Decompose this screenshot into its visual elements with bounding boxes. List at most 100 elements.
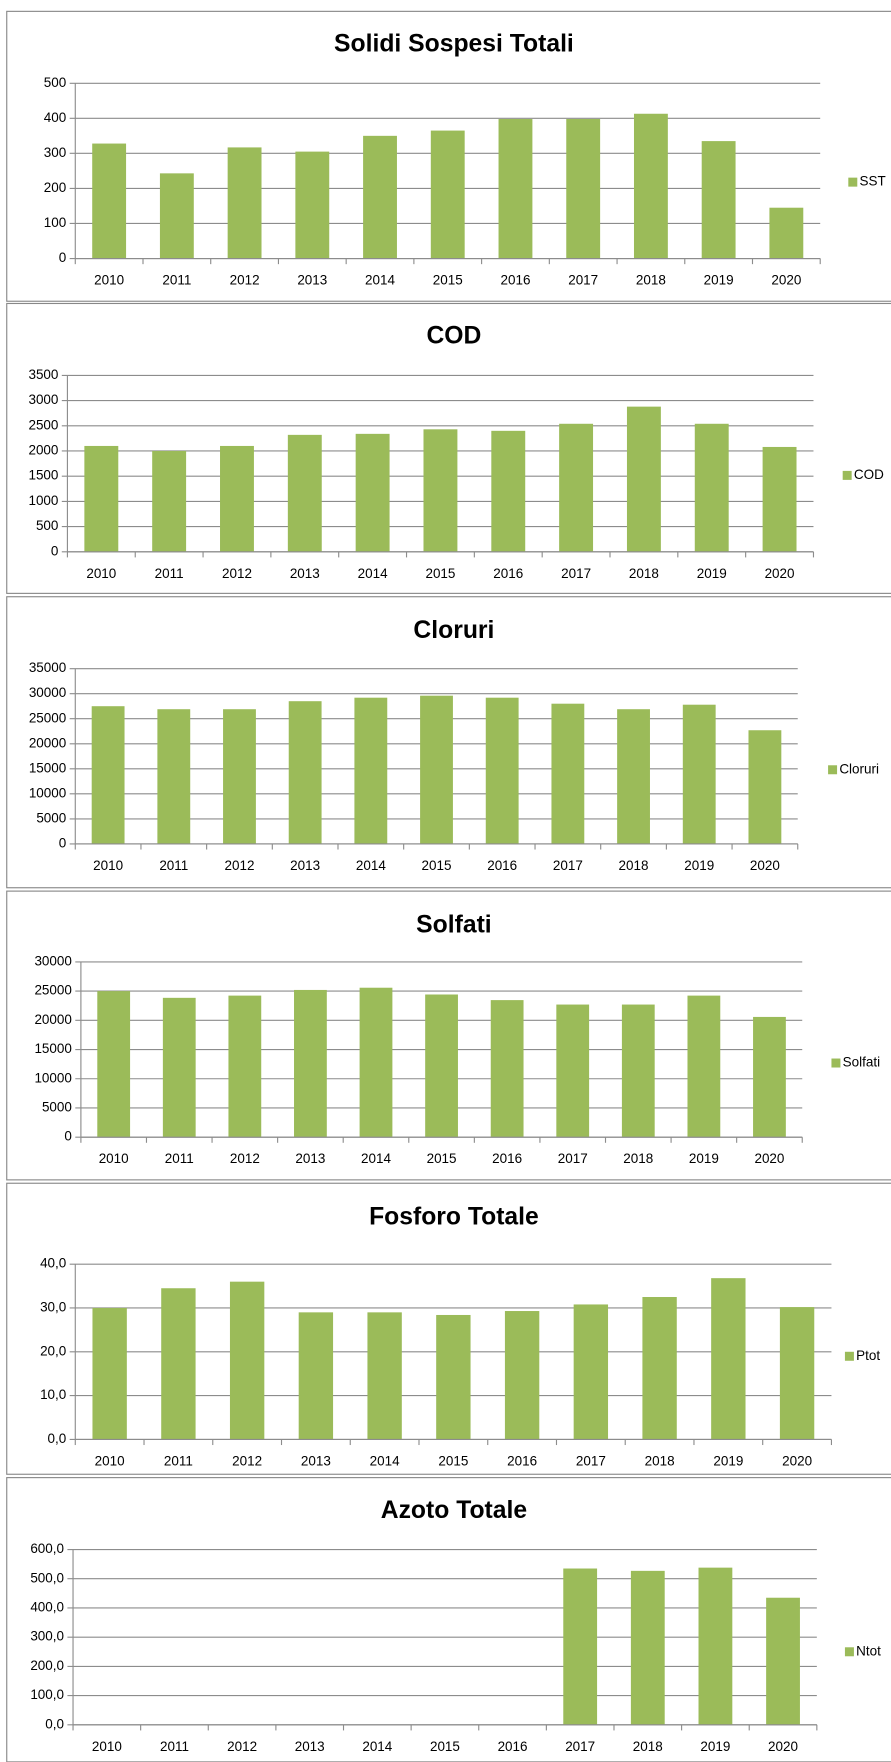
y-tick-label: 40,0: [40, 1256, 66, 1271]
bar: [687, 995, 721, 1138]
bar: [698, 1567, 733, 1725]
y-tick-label: 0: [64, 1129, 71, 1144]
bar: [430, 130, 465, 259]
x-tick-label: 2020: [754, 1151, 784, 1166]
x-tick-label: 2020: [750, 858, 780, 873]
bar: [367, 1312, 402, 1440]
bar: [711, 1278, 746, 1440]
x-tick-label: 2010: [92, 1739, 122, 1754]
x-tick-label: 2013: [301, 1453, 331, 1468]
x-tick-label: 2013: [290, 858, 320, 873]
legend-label: COD: [854, 467, 884, 482]
x-tick-label: 2010: [86, 566, 116, 581]
y-tick-label: 100: [44, 215, 66, 230]
x-tick-label: 2016: [492, 1151, 522, 1166]
y-tick-label: 35000: [29, 660, 66, 675]
x-tick-label: 2012: [232, 1453, 262, 1468]
x-tick-label: 2019: [697, 566, 727, 581]
x-tick-label: 2018: [633, 1739, 663, 1754]
legend-swatch: [842, 470, 852, 480]
x-tick-label: 2018: [623, 1151, 653, 1166]
chart-title: Azoto Totale: [381, 1497, 527, 1524]
bar: [682, 704, 716, 844]
bar: [91, 706, 125, 844]
y-tick-label: 5000: [42, 1100, 72, 1115]
bar: [633, 113, 668, 259]
chart-title: COD: [426, 323, 481, 350]
x-tick-label: 2010: [95, 1453, 125, 1468]
x-tick-label: 2010: [93, 858, 123, 873]
x-tick-label: 2019: [704, 273, 734, 288]
bar: [556, 1004, 590, 1138]
y-tick-label: 0,0: [45, 1716, 64, 1731]
y-tick-label: 1500: [28, 468, 58, 483]
y-tick-label: 500: [44, 75, 66, 90]
x-tick-label: 2018: [636, 273, 666, 288]
x-tick-label: 2013: [295, 1739, 325, 1754]
legend-swatch: [828, 765, 838, 775]
x-tick-label: 2012: [227, 1739, 257, 1754]
bar: [694, 423, 729, 552]
legend-label: Cloruri: [839, 761, 879, 776]
bar: [420, 695, 453, 844]
bar: [92, 1307, 127, 1440]
x-tick-label: 2014: [358, 566, 388, 581]
y-tick-label: 200: [44, 180, 66, 195]
x-tick-label: 2014: [365, 273, 395, 288]
x-tick-label: 2018: [645, 1453, 675, 1468]
bar: [436, 1314, 471, 1440]
bar: [490, 1000, 524, 1138]
x-tick-label: 2015: [422, 858, 452, 873]
x-tick-label: 2017: [558, 1151, 588, 1166]
bar: [485, 697, 519, 844]
y-tick-label: 2000: [28, 443, 58, 458]
x-tick-label: 2018: [619, 858, 649, 873]
bar: [295, 151, 330, 259]
x-tick-label: 2014: [362, 1739, 392, 1754]
bar: [617, 709, 650, 844]
y-tick-label: 20000: [29, 735, 66, 750]
bar: [161, 1288, 196, 1440]
x-tick-label: 2017: [576, 1453, 606, 1468]
y-tick-label: 2500: [28, 417, 58, 432]
x-tick-label: 2016: [487, 858, 517, 873]
bar: [359, 987, 393, 1138]
x-tick-label: 2010: [94, 273, 124, 288]
y-tick-label: 300,0: [30, 1629, 64, 1644]
x-tick-label: 2011: [155, 566, 184, 581]
chart-title: Solfati: [416, 911, 492, 938]
x-tick-label: 2012: [222, 566, 252, 581]
legend-swatch: [844, 1351, 854, 1361]
x-tick-label: 2016: [507, 1453, 537, 1468]
x-tick-label: 2016: [500, 273, 530, 288]
y-tick-label: 0: [59, 835, 66, 850]
legend-swatch: [831, 1058, 841, 1068]
y-tick-label: 15000: [29, 760, 66, 775]
y-tick-label: 500,0: [30, 1570, 64, 1585]
bar: [355, 433, 390, 552]
x-tick-label: 2017: [568, 273, 598, 288]
y-tick-label: 600,0: [30, 1541, 64, 1556]
bar: [748, 730, 782, 844]
legend-label: Ntot: [856, 1643, 881, 1658]
x-tick-label: 2015: [425, 566, 455, 581]
legend-swatch: [848, 177, 858, 187]
x-tick-label: 2019: [689, 1151, 719, 1166]
x-tick-label: 2012: [224, 858, 254, 873]
x-tick-label: 2020: [765, 566, 795, 581]
bar: [563, 1568, 598, 1725]
bar: [229, 1281, 265, 1440]
chart-frame: [6, 10, 891, 302]
x-tick-label: 2013: [295, 1151, 325, 1166]
y-tick-label: 25000: [34, 983, 71, 998]
bar: [97, 991, 131, 1138]
bar: [354, 697, 388, 844]
x-tick-label: 2020: [782, 1453, 812, 1468]
x-tick-label: 2014: [370, 1453, 400, 1468]
y-tick-label: 30000: [34, 953, 71, 968]
y-tick-label: 20000: [34, 1012, 71, 1027]
x-tick-label: 2020: [768, 1739, 798, 1754]
x-tick-label: 2014: [356, 858, 386, 873]
